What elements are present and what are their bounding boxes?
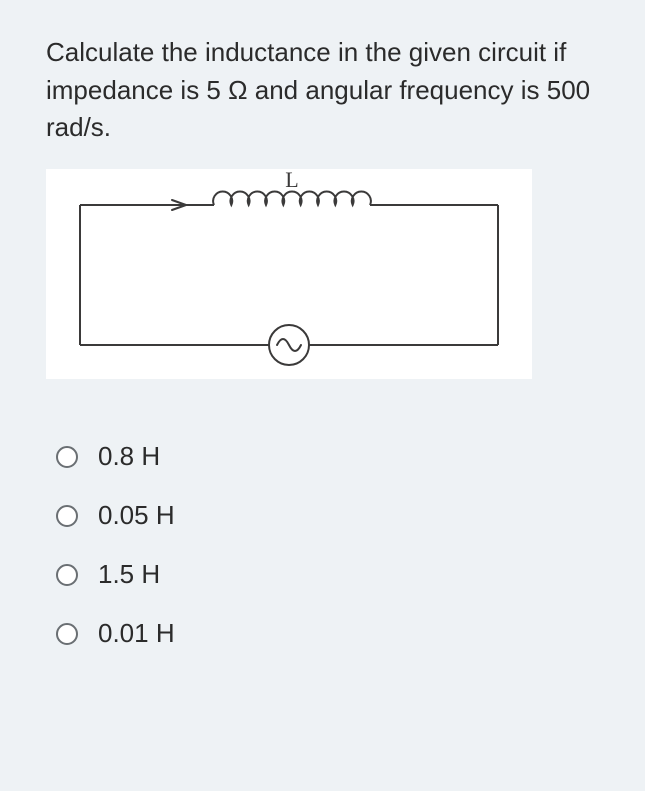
option-c[interactable]: 1.5 H: [56, 559, 605, 590]
option-a[interactable]: 0.8 H: [56, 441, 605, 472]
option-label: 0.05 H: [98, 500, 175, 531]
option-b[interactable]: 0.05 H: [56, 500, 605, 531]
option-label: 0.8 H: [98, 441, 160, 472]
question-text: Calculate the inductance in the given ci…: [46, 34, 605, 147]
option-d[interactable]: 0.01 H: [56, 618, 605, 649]
radio-icon: [56, 446, 78, 468]
radio-icon: [56, 564, 78, 586]
circuit-svg: L: [46, 169, 532, 379]
option-label: 0.01 H: [98, 618, 175, 649]
radio-icon: [56, 623, 78, 645]
options-group: 0.8 H 0.05 H 1.5 H 0.01 H: [56, 441, 605, 649]
svg-text:L: L: [285, 169, 298, 192]
radio-icon: [56, 505, 78, 527]
circuit-diagram: L: [46, 169, 532, 379]
option-label: 1.5 H: [98, 559, 160, 590]
